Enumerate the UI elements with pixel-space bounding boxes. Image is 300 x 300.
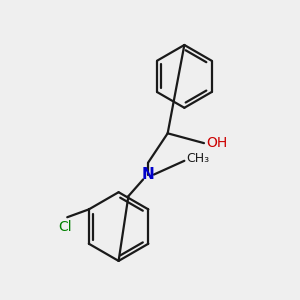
Text: N: N — [142, 167, 154, 182]
Text: Cl: Cl — [58, 220, 72, 234]
Text: CH₃: CH₃ — [186, 152, 209, 165]
Text: OH: OH — [206, 136, 227, 150]
